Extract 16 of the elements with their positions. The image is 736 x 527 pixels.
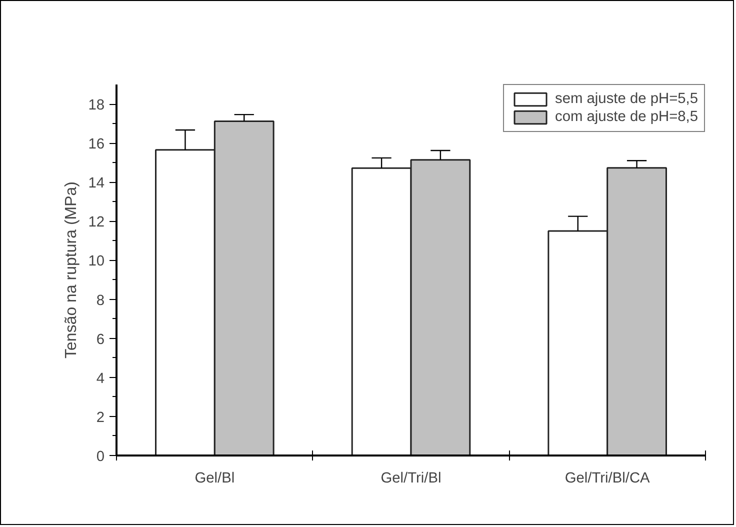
- y-tick-label: 2: [96, 410, 105, 426]
- y-axis-title: Tensão na ruptura (MPa): [63, 182, 80, 358]
- legend-label: sem ajuste de pH=5,5: [555, 91, 698, 107]
- y-tick-label: 18: [88, 98, 105, 114]
- y-tick-label: 12: [88, 214, 105, 231]
- y-tick-label: 4: [96, 370, 105, 387]
- y-tick-label: 14: [88, 176, 105, 192]
- y-tick-label: 8: [96, 292, 105, 309]
- x-tick-label: Gel/Tri/Bl/CA: [564, 470, 650, 486]
- y-tick-label: 10: [88, 254, 105, 270]
- x-tick-label: Gel/Tri/Bl: [380, 470, 442, 486]
- legend-label: com ajuste de pH=8,5: [555, 109, 698, 125]
- x-tick-label: Gel/Bl: [194, 470, 235, 486]
- y-tick-label: 16: [88, 136, 105, 153]
- y-tick-label: 0: [96, 449, 105, 465]
- y-tick-label: 6: [96, 332, 105, 348]
